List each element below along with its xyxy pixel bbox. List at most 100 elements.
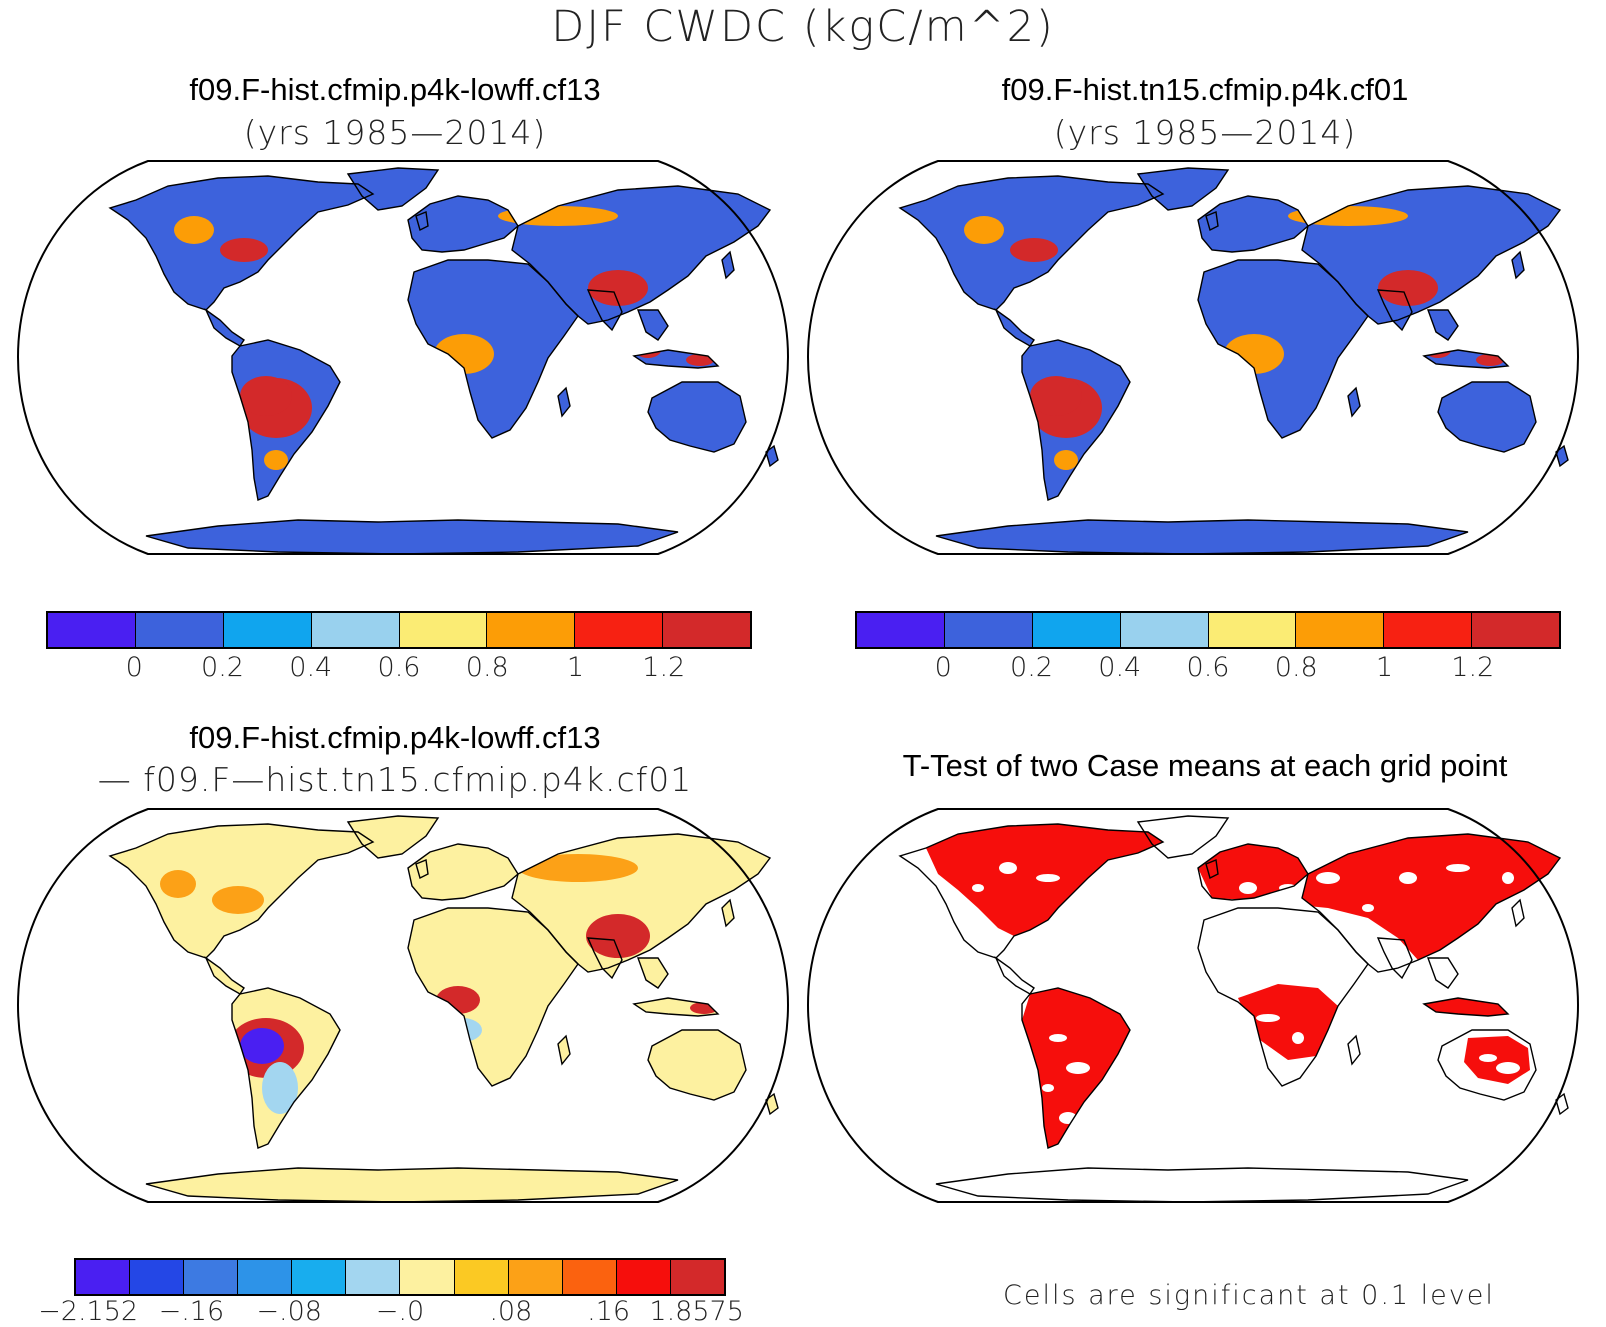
coastline-australia [647, 381, 747, 453]
landmass-antarctica [936, 1168, 1468, 1202]
panel-bottom-left-subtitle: — f09.F—hist.tn15.cfmip.p4k.cf01 [97, 760, 693, 799]
landmass-india [1378, 938, 1412, 978]
coastline-southAmerica [1021, 339, 1131, 501]
landmass-seAsia [1428, 958, 1458, 988]
coastline-seAsia [1427, 957, 1459, 989]
coastline-europe [407, 195, 519, 253]
colorbar-tick-label: 0 [934, 652, 952, 683]
coastline-madagascar [1347, 386, 1361, 418]
coastline-antarctica [145, 1167, 679, 1203]
coastline-australia [647, 1029, 747, 1101]
landmass-greenland [1138, 168, 1228, 210]
map-frame [16, 808, 790, 1203]
coastline-japan [1511, 250, 1525, 280]
colorbar-tick-label: −2.152 [38, 1296, 139, 1327]
coastline-japan [721, 898, 735, 928]
colorbar-swatch [223, 613, 312, 647]
map-top-right [806, 160, 1580, 555]
colorbar-tick-label: 1 [566, 652, 585, 683]
coastline-indonesia [632, 997, 720, 1017]
map-frame [16, 160, 790, 555]
colorbar-bottom-left [74, 1258, 726, 1296]
landmass-australia [648, 1030, 746, 1100]
map-frame [806, 160, 1580, 555]
colorbar-swatch [238, 1260, 293, 1294]
coastline-greenland [346, 815, 440, 859]
coastline-antarctica [145, 519, 679, 555]
colorbar-swatch [130, 1260, 185, 1294]
map-top-left [16, 160, 790, 555]
coastline-europe [1197, 195, 1309, 253]
figure-title: DJF CWDC (kgC/m^2) [551, 2, 1055, 52]
colorbar-tick-label: 0 [125, 652, 143, 683]
colorbar-swatch [76, 1260, 131, 1294]
colorbar-tick-label: −.16 [158, 1296, 225, 1327]
coastline-southAmerica [231, 987, 341, 1149]
colorbar-top-right [855, 611, 1561, 649]
colorbar-swatch [944, 613, 1033, 647]
colorbar-swatch [1120, 613, 1209, 647]
colorbar-tick-label: −.08 [256, 1296, 322, 1327]
colorbar-swatch [616, 1260, 671, 1294]
colorbar-swatch [670, 1260, 724, 1294]
colorbar-swatch [1296, 613, 1385, 647]
colorbar-swatch [454, 1260, 509, 1294]
coastline-australia [1437, 1029, 1537, 1101]
coastline-centralAmerica [994, 955, 1035, 995]
landmass-greenland [1138, 816, 1228, 858]
colorbar-tick-label: 1 [1375, 652, 1394, 683]
coastline-india [586, 289, 623, 332]
coastline-southAmerica [1021, 987, 1131, 1149]
coastline-australia [1437, 381, 1537, 453]
coastline-antarctica [935, 519, 1469, 555]
coastline-japan [721, 250, 735, 280]
panel-top-right-subtitle: (yrs 1985—2014) [1053, 113, 1357, 152]
colorbar-tick-label: 0.2 [1010, 652, 1053, 683]
coastline-madagascar [557, 1034, 571, 1066]
coastline-northAmerica [108, 823, 375, 959]
coastline-india [586, 937, 623, 980]
colorbar-swatch [311, 613, 400, 647]
colorbar-swatch [1208, 613, 1297, 647]
colorbar-swatch [487, 613, 576, 647]
landmass-seAsia [638, 958, 668, 988]
landmass-europe [408, 844, 518, 900]
coastline-antarctica [935, 1167, 1469, 1203]
coastline-northAmerica [898, 175, 1165, 311]
landmass-africa [408, 908, 578, 1086]
landmass-australia [1438, 382, 1536, 452]
landmass-centralAmerica [206, 310, 244, 346]
coastline-seAsia [1427, 309, 1459, 341]
colorbar-swatch [575, 613, 664, 647]
map-bottom-left [16, 808, 790, 1203]
colorbar-swatch [1384, 613, 1473, 647]
coastline-madagascar [1347, 1034, 1361, 1066]
coastline-indonesia [1422, 997, 1510, 1017]
colorbar-swatch [1032, 613, 1121, 647]
colorbar-tick-label: .16 [587, 1296, 631, 1327]
coastline-asia [1301, 833, 1562, 973]
colorbar-tick-label: 0.4 [289, 652, 333, 683]
coastline-northAmerica [108, 175, 375, 311]
colorbar-tick-label: 0.6 [377, 652, 421, 683]
coastline-africa [1197, 259, 1369, 439]
colorbar-swatch [400, 1260, 455, 1294]
landmass-centralAmerica [996, 958, 1034, 994]
coastline-newZealand [1555, 444, 1569, 468]
colorbar-swatch [508, 1260, 563, 1294]
landmass-greenland [348, 168, 438, 210]
coastline-greenland [1136, 815, 1230, 859]
coastline-greenland [1136, 167, 1230, 211]
colorbar-tick-label: 1.2 [642, 652, 686, 683]
coastline-indonesia [1422, 349, 1510, 369]
colorbar-tick-label: 1.8575 [649, 1296, 744, 1327]
coastline-japan [1511, 898, 1525, 928]
coastline-madagascar [557, 386, 571, 418]
colorbar-tick-label: .08 [489, 1296, 533, 1327]
coastline-seAsia [637, 957, 669, 989]
map-frame [806, 808, 1580, 1203]
colorbar-swatch [857, 613, 945, 647]
coastline-newZealand [1555, 1092, 1569, 1116]
coastline-india [1376, 937, 1413, 980]
colorbar-tick-label: 0.4 [1098, 652, 1142, 683]
